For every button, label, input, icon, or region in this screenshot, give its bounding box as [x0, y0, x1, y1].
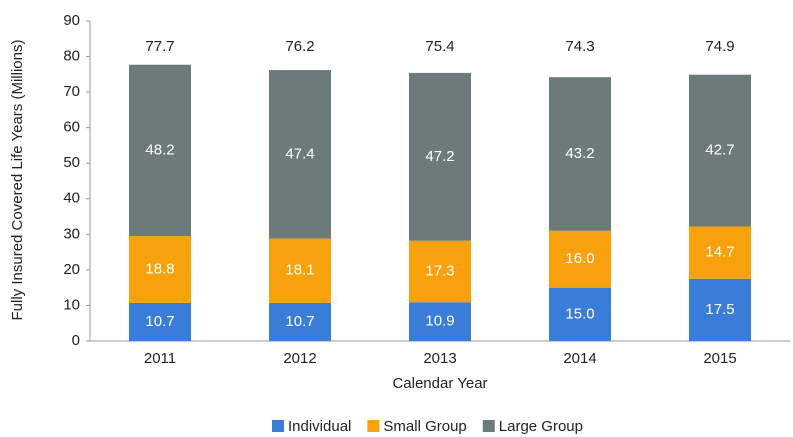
value-label: 43.2 [565, 145, 594, 162]
value-label: 17.3 [425, 262, 454, 279]
x-tick-label: 2013 [423, 350, 456, 367]
x-axis-label: Calendar Year [392, 375, 487, 392]
value-label: 10.7 [145, 313, 174, 330]
bar-segment [269, 302, 331, 341]
x-tick-label: 2014 [563, 350, 596, 367]
value-label: 15.0 [565, 305, 594, 322]
bar-segment [689, 278, 751, 341]
y-tick-label: 20 [63, 261, 80, 278]
total-label: 76.2 [285, 38, 314, 55]
bar-segment [409, 302, 471, 341]
bar-segment [549, 287, 611, 341]
y-tick-label: 10 [63, 296, 80, 313]
total-label: 74.9 [705, 38, 734, 55]
legend-swatch [272, 420, 284, 432]
value-label: 16.0 [565, 250, 594, 267]
y-tick-label: 90 [63, 12, 80, 29]
bar-segment [129, 236, 191, 303]
y-axis-label: Fully Insured Covered Life Years (Millio… [9, 40, 26, 321]
y-tick-label: 50 [63, 154, 80, 171]
value-label: 10.9 [425, 313, 454, 330]
x-tick-label: 2015 [703, 350, 736, 367]
bar-segment [689, 226, 751, 279]
total-label: 75.4 [425, 38, 454, 55]
y-tick-label: 60 [63, 119, 80, 136]
legend-swatch [367, 420, 380, 432]
value-label: 14.7 [705, 244, 734, 261]
y-tick-label: 80 [63, 48, 80, 65]
bar-segment [269, 70, 331, 239]
y-tick-label: 0 [72, 332, 80, 349]
value-label: 10.7 [285, 313, 314, 330]
value-label: 47.4 [285, 145, 314, 162]
legend-label: Small Group [383, 418, 466, 435]
total-label: 74.3 [565, 38, 594, 55]
y-tick-label: 70 [63, 83, 80, 100]
x-tick-label: 2011 [144, 350, 176, 367]
value-label: 18.8 [145, 261, 174, 278]
bar-segment [409, 72, 471, 241]
value-label: 48.2 [145, 141, 174, 158]
bar-segment [269, 238, 331, 303]
value-label: 18.1 [285, 262, 314, 279]
legend-label: Large Group [499, 418, 583, 435]
bar-segment [129, 302, 191, 341]
bar-segment [549, 77, 611, 231]
value-label: 42.7 [705, 142, 734, 159]
value-label: 17.5 [705, 301, 734, 318]
bar-segment [409, 240, 471, 303]
y-tick-label: 30 [63, 225, 80, 242]
legend-swatch [482, 420, 495, 432]
bar-segment [549, 230, 611, 288]
bar-segment [129, 64, 191, 237]
x-tick-label: 2012 [283, 350, 316, 367]
bar-segment [689, 74, 751, 227]
y-tick-label: 40 [63, 190, 80, 207]
value-label: 47.2 [425, 148, 454, 165]
total-label: 77.7 [145, 38, 174, 55]
legend-label: Individual [288, 418, 351, 435]
